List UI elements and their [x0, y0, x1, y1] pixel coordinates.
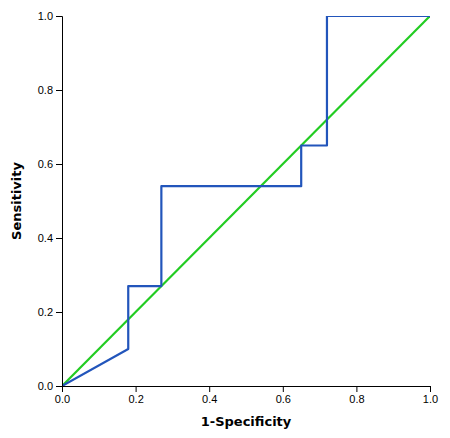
- tick: 0.6: [38, 158, 62, 170]
- y-axis: 0.0 0.2 0.4 0.6 0.8 1.0: [38, 10, 63, 392]
- tick: 1.0: [38, 10, 62, 22]
- chart: 0.0 0.2 0.4 0.6 0.8 1.0 0.0 0.2 0.4 0.6 0.8 1.0 1-Sp…: [0, 0, 450, 438]
- tick-label: 0.6: [276, 393, 291, 405]
- tick: 0.6: [276, 386, 291, 405]
- line: [62, 16, 430, 386]
- tick-label: 0.0: [38, 380, 53, 392]
- tick-mark: [56, 16, 62, 17]
- tick-label: 0.2: [128, 393, 143, 405]
- tick-mark: [56, 90, 62, 91]
- plot: 0.0 0.2 0.4 0.6 0.8 1.0 0.0 0.2 0.4 0.6 0.8 1.0: [38, 10, 438, 405]
- tick: 0.2: [38, 306, 62, 318]
- tick-mark: [56, 312, 62, 313]
- marks: [62, 16, 430, 386]
- tick-mark: [56, 386, 62, 387]
- tick: 0.2: [128, 386, 143, 405]
- tick-label: 0.8: [38, 84, 53, 96]
- tick: 0.4: [38, 232, 62, 244]
- tick-label: 0.8: [349, 393, 364, 405]
- tick: 1.0: [423, 386, 438, 405]
- tick-label: 1.0: [38, 10, 53, 22]
- tick: 0.4: [202, 386, 217, 405]
- tick: 0.8: [38, 84, 62, 96]
- tick-mark: [56, 238, 62, 239]
- tick-label: 0.6: [38, 158, 53, 170]
- tick-label: 0.4: [38, 232, 53, 244]
- tick-mark: [430, 386, 431, 392]
- tick: 0.8: [349, 386, 364, 405]
- tick-label: 1.0: [423, 393, 438, 405]
- axis-line: [63, 387, 431, 393]
- axis-line: [56, 17, 63, 387]
- tick-mark: [56, 164, 62, 165]
- tick-mark: [283, 386, 284, 392]
- tick-mark: [209, 386, 210, 392]
- y-axis-title: Sensitivity: [9, 162, 24, 240]
- tick: 0.0: [38, 380, 62, 392]
- tick-label: 0.0: [55, 393, 70, 405]
- tick-label: 0.2: [38, 306, 53, 318]
- x-axis-title: 1-Specificity: [201, 414, 292, 429]
- tick: 0.0: [55, 386, 70, 405]
- tick-mark: [356, 386, 357, 392]
- line: [62, 16, 430, 386]
- x-axis: 0.0 0.2 0.4 0.6 0.8 1.0: [55, 386, 438, 405]
- tick-mark: [136, 386, 137, 392]
- tick-label: 0.4: [202, 393, 217, 405]
